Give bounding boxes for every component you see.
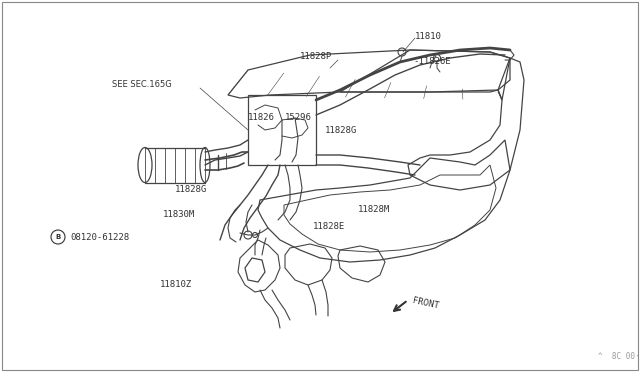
Text: 11810: 11810: [415, 32, 442, 41]
Text: 11828G: 11828G: [325, 126, 357, 135]
Text: 11828E: 11828E: [313, 222, 345, 231]
Text: SEE SEC.165G: SEE SEC.165G: [112, 80, 172, 89]
Text: 11810Z: 11810Z: [160, 280, 192, 289]
Text: B: B: [56, 234, 61, 240]
Text: 11828G: 11828G: [175, 185, 207, 194]
Text: 15296: 15296: [285, 113, 312, 122]
Text: FRONT: FRONT: [412, 296, 440, 310]
Text: 08120-61228: 08120-61228: [70, 233, 129, 242]
Text: 11826: 11826: [248, 113, 275, 122]
Text: 11828P: 11828P: [300, 52, 332, 61]
Text: 11830M: 11830M: [163, 210, 195, 219]
Text: ^  8C 00·0: ^ 8C 00·0: [598, 352, 640, 361]
Text: 11828M: 11828M: [358, 205, 390, 214]
Text: -11826E: -11826E: [413, 57, 451, 66]
